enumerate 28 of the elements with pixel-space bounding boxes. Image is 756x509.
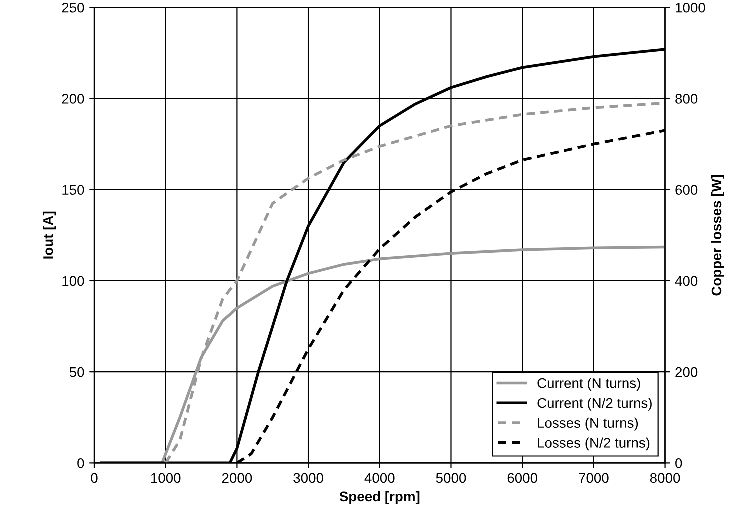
y-tick-label: 250 <box>62 2 84 13</box>
legend-label: Losses (N/2 turns) <box>538 438 650 451</box>
y2-tick-label: 200 <box>676 367 698 378</box>
x-tick-label: 5000 <box>436 473 466 484</box>
y2-tick-label: 1000 <box>676 2 706 13</box>
x-tick-label: 8000 <box>650 473 680 484</box>
y2-tick-label: 600 <box>676 185 698 196</box>
x-tick-label: 7000 <box>579 473 609 484</box>
x-tick-label: 4000 <box>364 473 395 484</box>
y-tick-label: 0 <box>78 458 84 468</box>
legend-label: Losses (N turns) <box>538 418 638 431</box>
x-tick-label: 0 <box>91 473 98 484</box>
y2-tick-label: 400 <box>675 276 698 286</box>
y-tick-label: 50 <box>70 367 84 378</box>
y2-axis-title: Copper losses [W] <box>711 175 724 296</box>
y-axis-title: Iout [A] <box>43 212 56 259</box>
y-tick-label: 100 <box>62 276 84 286</box>
x-tick-label: 3000 <box>294 473 324 484</box>
y-tick-label: 200 <box>62 94 84 104</box>
legend-label: Current (N turns) <box>538 378 640 392</box>
y2-tick-label: 800 <box>676 94 698 104</box>
x-tick-label: 1000 <box>151 473 181 484</box>
y2-tick-label: 0 <box>676 458 682 468</box>
x-tick-label: 2000 <box>222 473 252 484</box>
y-tick-label: 150 <box>62 185 84 196</box>
x-axis-title: Speed [rpm] <box>340 491 420 504</box>
legend-label: Current (N/2 turns) <box>538 398 652 411</box>
x-tick-label: 6000 <box>508 473 538 484</box>
